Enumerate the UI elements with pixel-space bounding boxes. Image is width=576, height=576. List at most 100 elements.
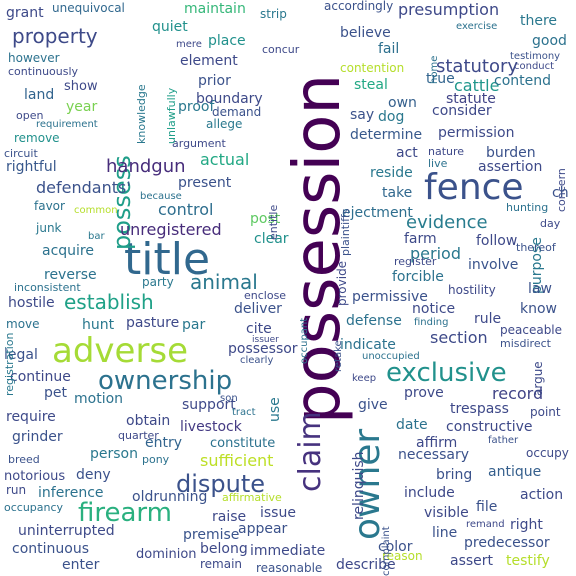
word-determine: determine bbox=[350, 127, 423, 143]
word-hostile: hostile bbox=[8, 295, 55, 311]
word-period: period bbox=[410, 244, 461, 263]
word-strip: strip bbox=[260, 7, 287, 21]
word-reverse: reverse bbox=[44, 267, 97, 283]
word-post: post bbox=[250, 211, 281, 227]
word-file: file bbox=[476, 499, 498, 515]
word-pony: pony bbox=[142, 453, 170, 466]
word-require: require bbox=[6, 409, 56, 425]
word-sufficient: sufficient bbox=[200, 451, 274, 470]
word-deny: deny bbox=[76, 467, 111, 483]
word-issuer: issuer bbox=[252, 335, 279, 345]
word-home: home bbox=[429, 55, 440, 84]
word-take: take bbox=[382, 185, 413, 201]
word-grinder: grinder bbox=[12, 429, 63, 445]
word-open: open bbox=[16, 109, 44, 122]
word-possessor: possessor bbox=[228, 341, 298, 357]
word-run: run bbox=[6, 483, 27, 497]
word-involve: involve bbox=[468, 257, 519, 273]
word-believe: believe bbox=[340, 25, 391, 41]
word-present: present bbox=[178, 175, 232, 191]
word-visible: visible bbox=[424, 505, 469, 521]
word-live: live bbox=[428, 157, 448, 170]
word-boundary: boundary bbox=[196, 91, 263, 107]
word-relinquish: relinquish bbox=[351, 451, 367, 520]
word-own: own bbox=[388, 95, 417, 111]
word-ownership: ownership bbox=[98, 366, 233, 396]
word-firearm: firearm bbox=[78, 498, 172, 528]
word-hunting: hunting bbox=[506, 201, 549, 214]
word-steal: steal bbox=[354, 77, 388, 93]
word-unlawfully: unlawfully bbox=[165, 87, 178, 144]
word-ejectment: ejectment bbox=[342, 205, 413, 221]
word-belong: belong bbox=[200, 541, 248, 557]
word-contention: contention bbox=[340, 61, 405, 75]
word-bring: bring bbox=[436, 467, 473, 483]
word-continue: continue bbox=[10, 369, 71, 385]
word-affirm: affirm bbox=[416, 435, 458, 451]
word-inconsistent: inconsistent bbox=[14, 281, 81, 294]
word-accordingly: accordingly bbox=[324, 0, 394, 13]
word-actual: actual bbox=[200, 150, 250, 169]
word-presumption: presumption bbox=[398, 0, 500, 19]
word-proof: proof bbox=[178, 99, 215, 115]
word-son: son bbox=[220, 393, 238, 404]
word-property: property bbox=[12, 24, 98, 48]
word-action: action bbox=[520, 487, 564, 503]
word-remand: remand bbox=[466, 519, 505, 530]
word-color: color bbox=[378, 539, 413, 555]
word-register: register bbox=[394, 255, 437, 268]
word-retake: retake bbox=[333, 340, 344, 372]
word-include: include bbox=[404, 485, 455, 501]
word-argue: argue bbox=[531, 361, 545, 396]
word-unequivocal: unequivocal bbox=[52, 1, 125, 15]
word-maintain: maintain bbox=[184, 1, 246, 17]
word-testimony: testimony bbox=[510, 51, 561, 62]
word-premise: premise bbox=[183, 527, 240, 543]
word-dog: dog bbox=[378, 109, 405, 125]
word-notice: notice bbox=[412, 301, 456, 317]
word-assert: assert bbox=[450, 553, 494, 569]
word-livestock: livestock bbox=[180, 419, 242, 435]
word-occupant: occupant bbox=[299, 317, 310, 364]
word-year: year bbox=[66, 99, 98, 115]
word-title: title bbox=[124, 234, 211, 285]
word-occupancy: occupancy bbox=[4, 501, 64, 514]
word-circuit: circuit bbox=[4, 147, 38, 160]
word-contend: contend bbox=[494, 73, 551, 89]
word-entitle: entitle bbox=[267, 204, 280, 240]
word-cite: cite bbox=[246, 321, 272, 337]
word-rightful: rightful bbox=[6, 159, 57, 175]
word-point: point bbox=[530, 405, 561, 419]
word-line: line bbox=[432, 525, 458, 541]
word-law: law bbox=[528, 281, 552, 297]
word-dispute: dispute bbox=[176, 470, 266, 498]
word-quiet: quiet bbox=[152, 19, 188, 35]
word-element: element bbox=[180, 53, 238, 69]
word-defense: defense bbox=[346, 313, 402, 329]
word-pet: pet bbox=[44, 385, 67, 401]
word-inference: inference bbox=[38, 485, 104, 501]
word-finding: finding bbox=[414, 317, 449, 328]
word-raise: raise bbox=[212, 509, 247, 525]
word-fence: fence bbox=[424, 167, 524, 208]
word-complaint: complaint bbox=[381, 526, 392, 576]
word-pasture: pasture bbox=[126, 315, 180, 331]
word-affirmative: affirmative bbox=[222, 491, 282, 504]
word-plaintiffs: plaintiffs bbox=[339, 208, 352, 257]
word-continuously: continuously bbox=[8, 65, 79, 78]
word-motion: motion bbox=[74, 391, 124, 407]
word-prove: prove bbox=[404, 385, 444, 401]
word-permission: permission bbox=[438, 125, 515, 141]
word-breed: breed bbox=[8, 453, 40, 466]
word-claim: claim bbox=[293, 411, 328, 492]
word-entry: entry bbox=[145, 435, 183, 451]
word-enter: enter bbox=[62, 557, 100, 573]
word-bar: bar bbox=[88, 231, 105, 242]
word-dominion: dominion bbox=[136, 547, 197, 562]
word-testify: testify bbox=[506, 553, 550, 569]
word-know: know bbox=[520, 301, 557, 317]
word-rule: rule bbox=[474, 311, 502, 327]
word-legal: legal bbox=[4, 347, 38, 363]
word-animal: animal bbox=[190, 270, 258, 294]
